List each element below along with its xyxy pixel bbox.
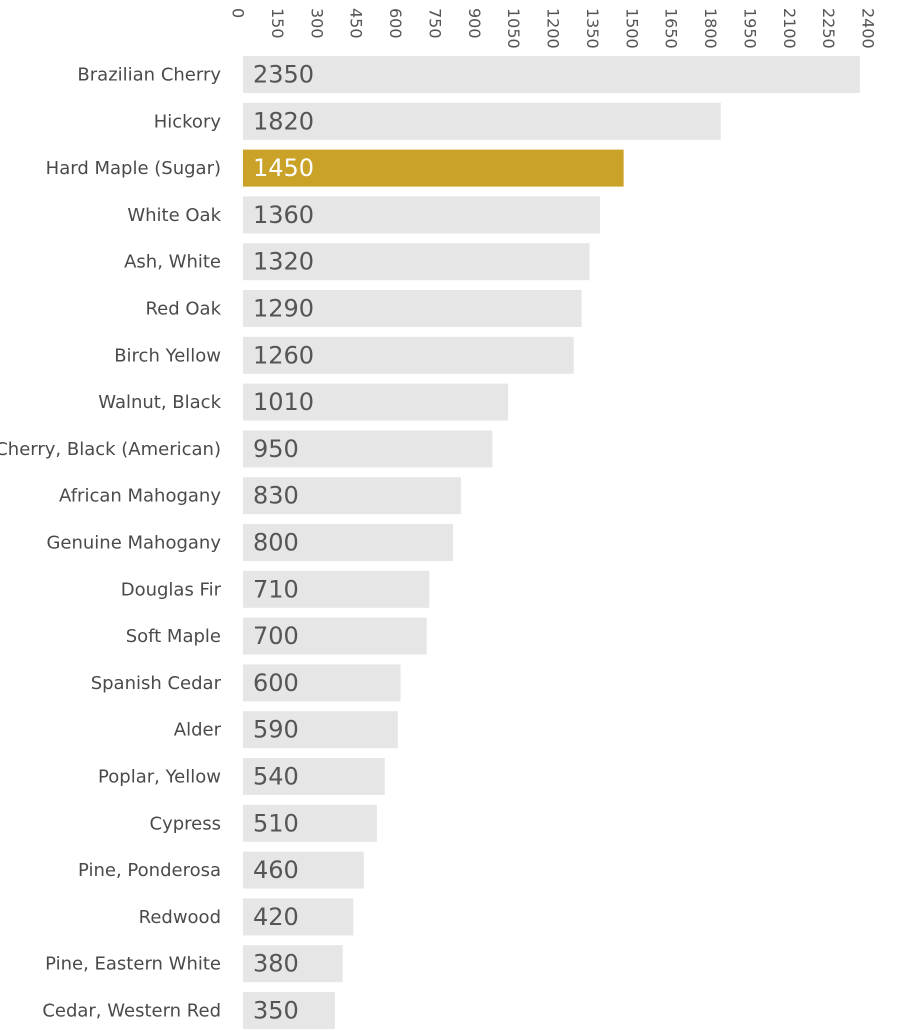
- x-tick-label: 1050: [504, 8, 523, 49]
- bar: [243, 617, 427, 655]
- value-label: 1360: [253, 201, 314, 229]
- category-label: Pine, Ponderosa: [78, 860, 221, 881]
- value-label: 800: [253, 529, 299, 557]
- bar: [243, 758, 385, 795]
- value-label: 350: [253, 997, 299, 1025]
- x-tick-label: 300: [307, 8, 326, 39]
- bar: [243, 430, 493, 468]
- bar: [243, 524, 453, 561]
- category-label: Alder: [174, 720, 222, 741]
- category-label: Genuine Mahogany: [46, 533, 221, 554]
- bars: Brazilian Cherry 2350 Hickory 1820 Hard Mapl…: [0, 56, 860, 1029]
- value-label: 590: [253, 716, 299, 744]
- category-label: Ash, White: [124, 252, 221, 273]
- value-label: 1290: [253, 295, 314, 323]
- x-tick-label: 1350: [583, 8, 602, 49]
- category-label: Cherry, Black (American): [0, 439, 221, 460]
- category-label: Brazilian Cherry: [77, 65, 221, 86]
- bar: [243, 243, 590, 281]
- value-label: 2350: [253, 61, 314, 89]
- x-tick-label: 600: [386, 8, 405, 39]
- x-tick-label: 1950: [740, 8, 759, 49]
- bar: [243, 570, 430, 608]
- x-tick-label: 1800: [701, 8, 720, 49]
- value-label: 710: [253, 575, 299, 603]
- value-label: 600: [253, 669, 299, 697]
- bar: [243, 804, 377, 842]
- value-label: 1010: [253, 388, 314, 416]
- bar: [243, 56, 860, 93]
- value-label: 540: [253, 763, 299, 791]
- bar: [243, 711, 398, 749]
- category-label: Soft Maple: [126, 626, 221, 647]
- bar: [243, 477, 461, 515]
- value-label: 700: [253, 622, 299, 650]
- category-label: Pine, Eastern White: [45, 954, 221, 975]
- bar: [243, 196, 600, 234]
- value-label: 510: [253, 809, 299, 837]
- x-tick-label: 750: [425, 8, 444, 39]
- category-label: Walnut, Black: [98, 392, 221, 413]
- bar: [243, 664, 401, 702]
- category-label: Redwood: [139, 907, 221, 928]
- x-tick-label: 2250: [819, 8, 838, 49]
- category-label: Cypress: [150, 813, 221, 834]
- value-label: 1320: [253, 248, 314, 276]
- x-tick-label: 1650: [662, 8, 681, 49]
- bar: [243, 336, 574, 374]
- value-label: 460: [253, 856, 299, 884]
- value-label: 950: [253, 435, 299, 463]
- bar: [243, 102, 721, 140]
- value-label: 380: [253, 950, 299, 978]
- bar: [243, 898, 354, 936]
- x-tick-label: 450: [347, 8, 366, 39]
- x-tick-label: 1500: [622, 8, 641, 49]
- category-label: Red Oak: [145, 299, 221, 320]
- bar: [243, 383, 509, 421]
- x-tick-label: 150: [268, 8, 287, 39]
- value-label: 830: [253, 482, 299, 510]
- category-label: Hickory: [154, 111, 222, 132]
- category-label: Poplar, Yellow: [98, 767, 221, 788]
- x-tick-label: 1200: [544, 8, 563, 49]
- bar-highlighted: [243, 149, 624, 187]
- x-tick-label: 2400: [859, 8, 878, 49]
- bar: [243, 290, 582, 327]
- category-label: White Oak: [127, 205, 221, 226]
- x-axis-ticks: 0 150 300 450 600 750 900 1050 1200 1350 1500 1650 1…: [229, 8, 878, 49]
- x-tick-label: 0: [229, 8, 248, 18]
- category-label: Douglas Fir: [121, 579, 222, 600]
- bar: [243, 851, 364, 889]
- value-label: 1820: [253, 107, 314, 135]
- x-tick-label: 900: [465, 8, 484, 39]
- value-label: 1260: [253, 341, 314, 369]
- category-label: Hard Maple (Sugar): [46, 158, 221, 179]
- category-label: African Mahogany: [59, 486, 221, 507]
- bar: [243, 945, 343, 983]
- category-label: Cedar, Western Red: [42, 1001, 221, 1022]
- value-label: 420: [253, 903, 299, 931]
- category-label: Spanish Cedar: [91, 673, 222, 694]
- x-tick-label: 2100: [780, 8, 799, 49]
- value-label: 1450: [253, 154, 314, 182]
- category-label: Birch Yellow: [114, 345, 221, 366]
- bar: [243, 992, 335, 1029]
